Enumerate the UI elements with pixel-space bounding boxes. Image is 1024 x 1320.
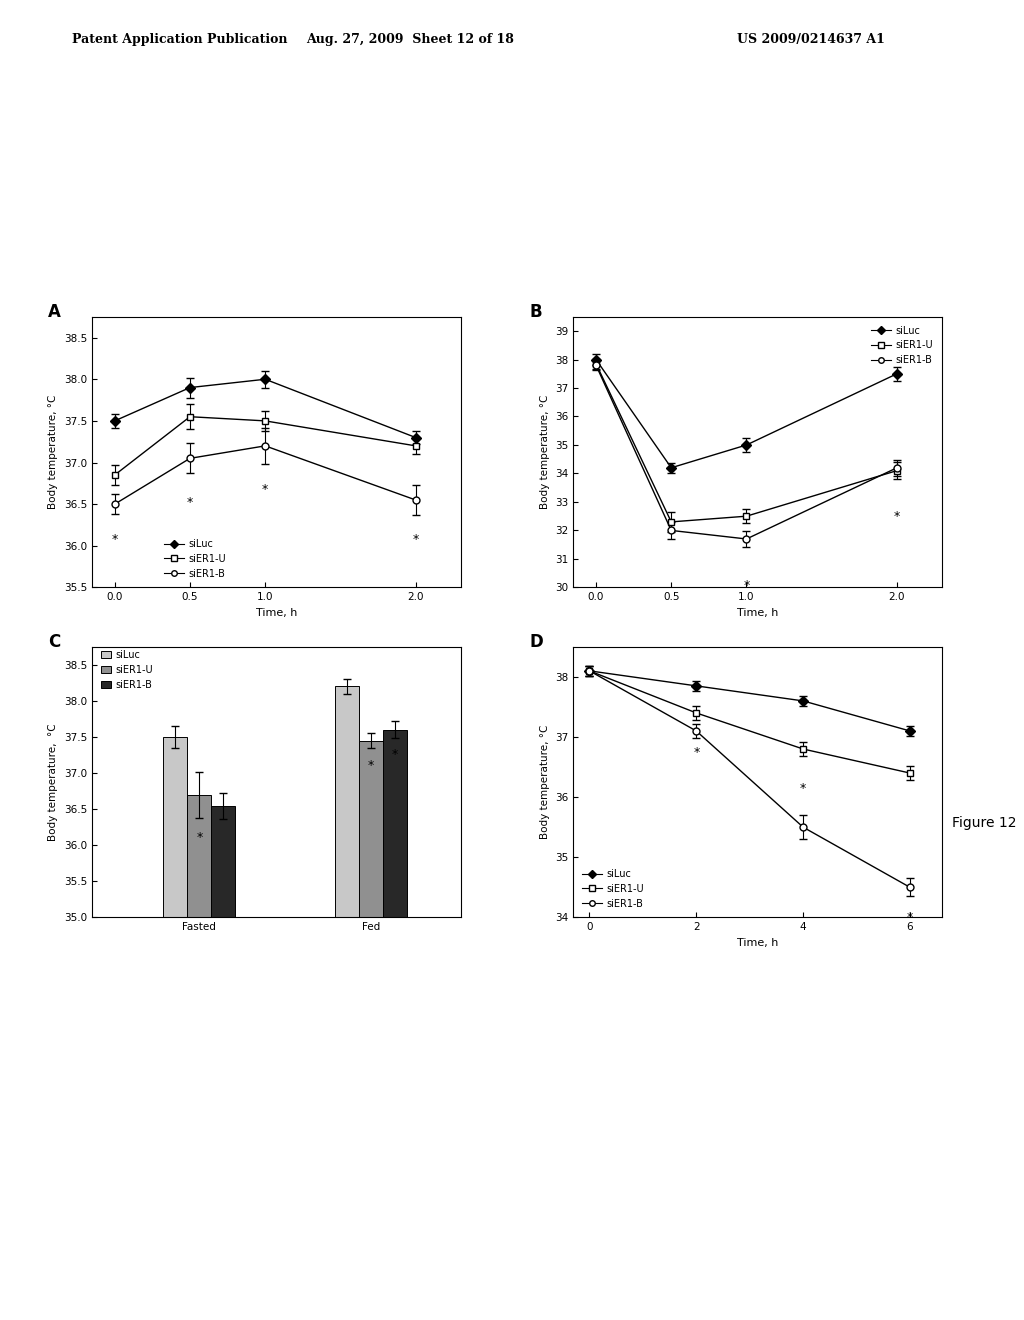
Text: *: * (391, 748, 398, 760)
Text: D: D (529, 634, 543, 651)
Legend: siLuc, siER1-U, siER1-B: siLuc, siER1-U, siER1-B (161, 535, 230, 582)
Legend: siLuc, siER1-U, siER1-B: siLuc, siER1-U, siER1-B (97, 647, 157, 694)
Text: Patent Application Publication: Patent Application Publication (72, 33, 287, 46)
Bar (187, 795, 211, 1320)
X-axis label: Time, h: Time, h (256, 607, 297, 618)
Text: C: C (48, 634, 60, 651)
Text: *: * (907, 911, 913, 924)
Text: *: * (743, 579, 750, 591)
Text: *: * (368, 759, 374, 772)
Y-axis label: Body temperature, °C: Body temperature, °C (48, 395, 58, 510)
Bar (383, 730, 407, 1320)
X-axis label: Time, h: Time, h (737, 607, 778, 618)
Bar (358, 741, 383, 1320)
Text: *: * (693, 746, 699, 759)
Legend: siLuc, siER1-U, siER1-B: siLuc, siER1-U, siER1-B (867, 322, 937, 370)
Text: *: * (186, 496, 194, 508)
Text: *: * (413, 533, 419, 546)
Text: *: * (262, 483, 268, 496)
Text: *: * (112, 533, 118, 546)
Text: *: * (894, 511, 900, 524)
Y-axis label: Body temperature, °C: Body temperature, °C (540, 395, 550, 510)
X-axis label: Time, h: Time, h (737, 937, 778, 948)
Text: Figure 12: Figure 12 (952, 816, 1017, 830)
Legend: siLuc, siER1-U, siER1-B: siLuc, siER1-U, siER1-B (579, 865, 648, 912)
Text: *: * (197, 830, 203, 843)
Text: US 2009/0214637 A1: US 2009/0214637 A1 (737, 33, 885, 46)
Text: Aug. 27, 2009  Sheet 12 of 18: Aug. 27, 2009 Sheet 12 of 18 (305, 33, 514, 46)
Bar (335, 686, 358, 1320)
Text: B: B (529, 304, 542, 321)
Bar (211, 805, 236, 1320)
Y-axis label: Body temperature,  °C: Body temperature, °C (48, 723, 58, 841)
Bar (163, 737, 187, 1320)
Text: *: * (800, 781, 806, 795)
Text: A: A (48, 304, 60, 321)
Y-axis label: Body temperature, °C: Body temperature, °C (540, 725, 550, 840)
